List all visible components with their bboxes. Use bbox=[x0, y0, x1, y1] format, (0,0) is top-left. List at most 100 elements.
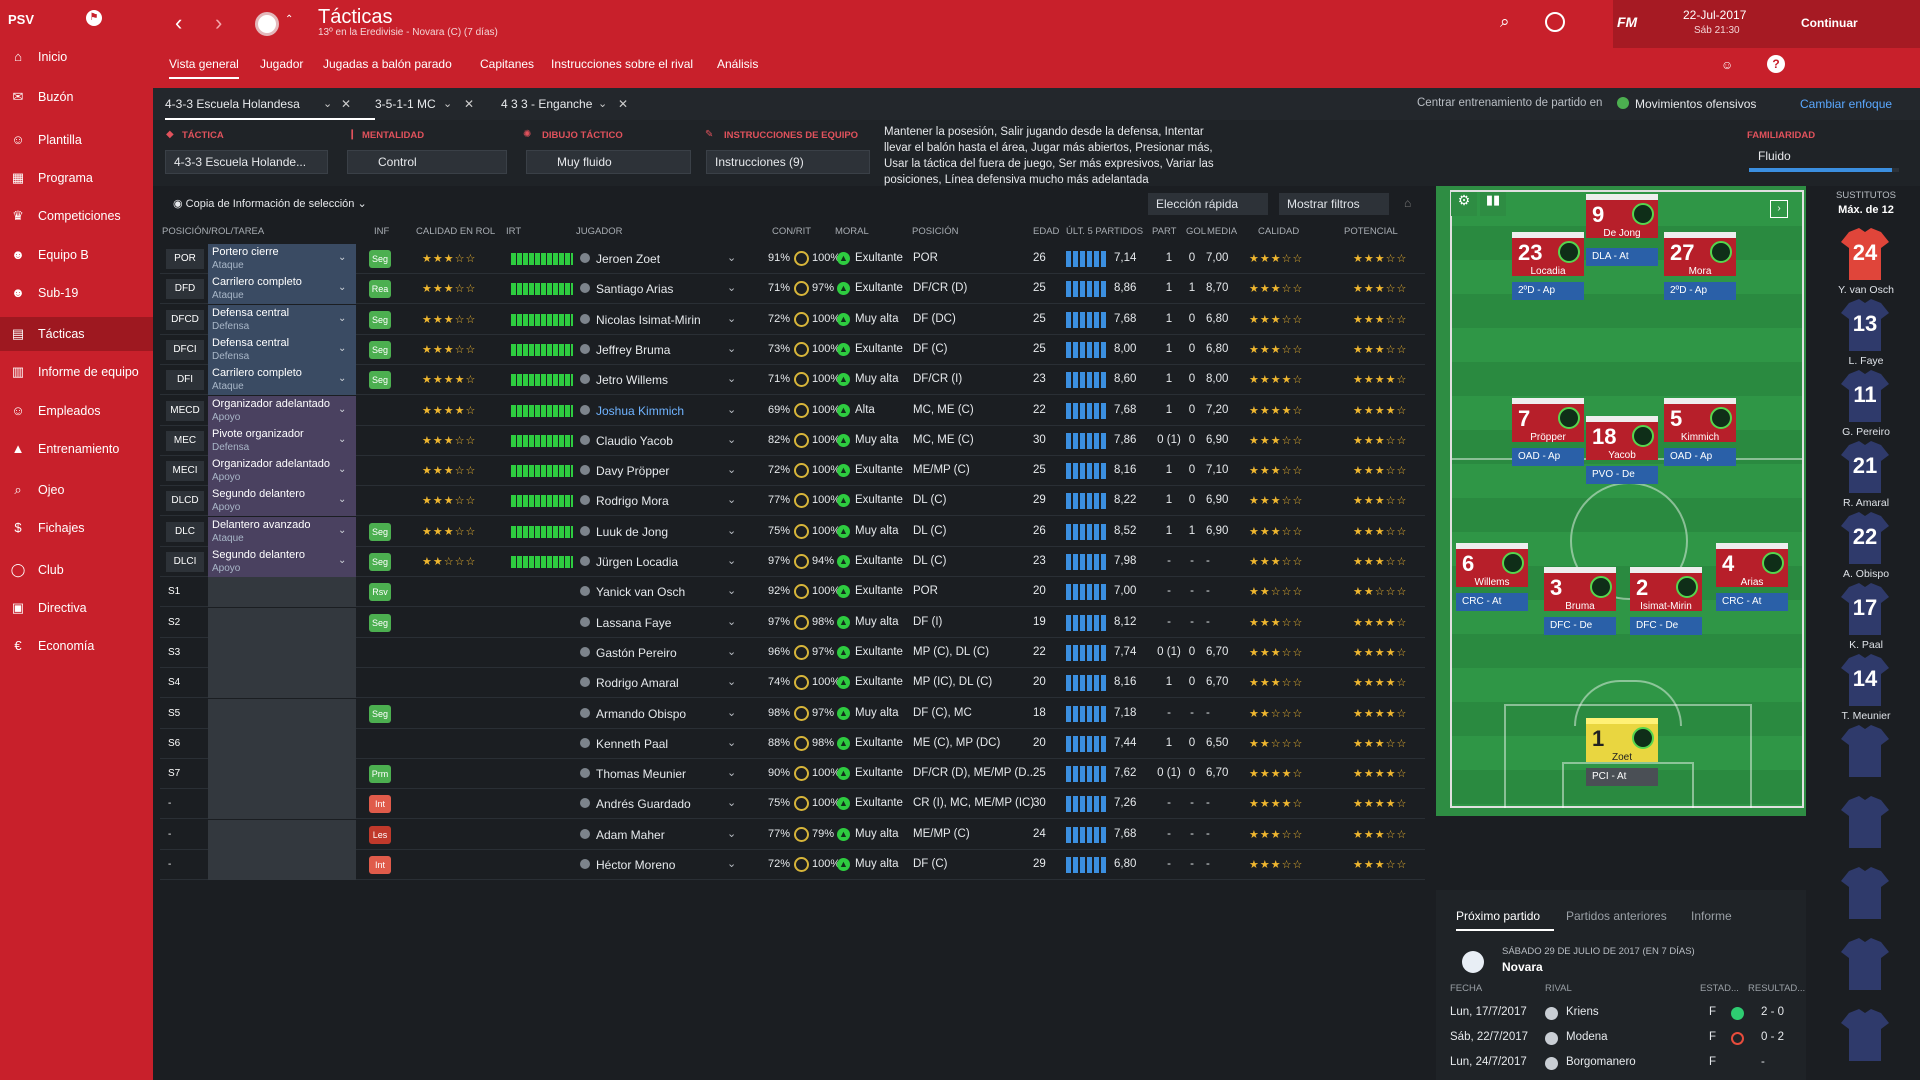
sub-name[interactable]: L. Faye bbox=[1848, 355, 1884, 367]
nav-tab-2[interactable]: Jugadas a balón parado bbox=[323, 57, 452, 71]
sidebar-item-competiciones[interactable]: ♛ Competiciones bbox=[0, 199, 153, 233]
player-info-icon[interactable] bbox=[580, 556, 590, 566]
player-name[interactable]: Gastón Pereiro bbox=[596, 645, 677, 660]
player-name[interactable]: Jetro Willems bbox=[596, 373, 669, 388]
role-chevron-icon[interactable]: ⌄ bbox=[338, 373, 347, 385]
show-filters-dropdown[interactable]: Mostrar filtros bbox=[1279, 193, 1389, 215]
player-name[interactable]: Adam Maher bbox=[596, 827, 665, 842]
column-header[interactable]: CALIDAD bbox=[1258, 226, 1300, 237]
sub-name[interactable]: A. Obispo bbox=[1842, 568, 1890, 580]
role-chevron-icon[interactable]: ⌄ bbox=[338, 312, 347, 324]
nav-tab-0[interactable]: Vista general bbox=[169, 57, 239, 79]
tab-report[interactable]: Informe bbox=[1691, 909, 1732, 923]
sub-shirt-icon[interactable]: 21 bbox=[1839, 439, 1891, 495]
club-name[interactable]: PSV bbox=[8, 12, 35, 27]
player-name[interactable]: Joshua Kimmich bbox=[596, 403, 685, 418]
player-name[interactable]: Rodrigo Amaral bbox=[596, 676, 679, 691]
club-crest-icon[interactable] bbox=[255, 12, 279, 36]
role-cell[interactable] bbox=[208, 607, 356, 638]
match-rival[interactable]: Modena bbox=[1566, 1031, 1608, 1043]
pitch-role-dropdown[interactable]: OAD - Ap bbox=[1664, 448, 1736, 466]
staff-icon[interactable]: ☺ bbox=[1721, 58, 1734, 72]
settings-gear-icon[interactable]: ⚙ bbox=[1451, 192, 1477, 216]
player-chevron-icon[interactable]: ⌄ bbox=[727, 494, 737, 507]
sub-shirt-icon[interactable] bbox=[1839, 723, 1891, 779]
flag-icon[interactable]: ⚑ bbox=[86, 10, 102, 26]
continue-button[interactable]: Continuar bbox=[1801, 16, 1858, 30]
table-row[interactable]: Organizador adelantado Apoyo ⌄ MECI ★★★☆☆ Dav… bbox=[160, 456, 1425, 487]
sidebar-item-directiva[interactable]: ▣ Directiva bbox=[0, 591, 153, 625]
role-cell[interactable] bbox=[208, 637, 356, 668]
pitch-player-card[interactable]: 5 Kimmich bbox=[1664, 398, 1736, 443]
pitch-role-dropdown[interactable]: 2ºD - Ap bbox=[1512, 282, 1584, 300]
role-cell[interactable] bbox=[208, 789, 356, 820]
nav-tab-3[interactable]: Capitanes bbox=[480, 57, 535, 71]
player-name[interactable]: Claudio Yacob bbox=[596, 433, 673, 448]
player-name[interactable]: Santiago Arias bbox=[596, 282, 674, 297]
role-chevron-icon[interactable]: ⌄ bbox=[338, 342, 347, 354]
role-chevron-icon[interactable]: ⌄ bbox=[338, 464, 347, 476]
player-chevron-icon[interactable]: ⌄ bbox=[727, 736, 737, 749]
player-info-icon[interactable] bbox=[580, 768, 590, 779]
sidebar-item-programa[interactable]: ▦ Programa bbox=[0, 161, 153, 195]
role-cell[interactable] bbox=[208, 698, 356, 729]
player-chevron-icon[interactable]: ⌄ bbox=[727, 585, 737, 598]
role-cell[interactable]: Defensa central Defensa ⌄ bbox=[208, 334, 356, 365]
player-name[interactable]: Andrés Guardado bbox=[596, 797, 691, 812]
pitch-player-card[interactable]: 27 Mora bbox=[1664, 232, 1736, 277]
tactica-dropdown[interactable]: 4-3-3 Escuela Holande... bbox=[165, 150, 328, 174]
match-row[interactable]: Lun, 24/7/2017 Borgomanero F - bbox=[1436, 1052, 1806, 1076]
mentalidad-dropdown[interactable]: Control bbox=[347, 150, 507, 174]
player-name[interactable]: Luuk de Jong bbox=[596, 524, 669, 539]
column-header[interactable]: POSICIÓN bbox=[912, 226, 959, 237]
player-name[interactable]: Jeroen Zoet bbox=[596, 252, 661, 266]
pitch-role-dropdown[interactable]: OAD - Ap bbox=[1512, 448, 1584, 466]
player-info-icon[interactable] bbox=[580, 374, 590, 385]
role-cell[interactable] bbox=[208, 577, 356, 608]
column-header[interactable]: POSICIÓN/ROL/TAREA bbox=[162, 226, 265, 237]
player-name[interactable]: Armando Obispo bbox=[596, 706, 687, 721]
player-chevron-icon[interactable]: ⌄ bbox=[727, 433, 737, 446]
pitch-role-dropdown[interactable]: DLA - At bbox=[1586, 248, 1658, 266]
pitch-player-card[interactable]: 6 Willems bbox=[1456, 543, 1528, 588]
sub-shirt-icon[interactable]: 17 bbox=[1839, 581, 1891, 637]
player-info-icon[interactable] bbox=[580, 586, 590, 597]
player-chevron-icon[interactable]: ⌄ bbox=[727, 555, 737, 567]
sidebar-item-entrenamiento[interactable]: ▲ Entrenamiento bbox=[0, 432, 153, 466]
pitch-role-dropdown[interactable]: CRC - At bbox=[1716, 593, 1788, 611]
quick-select-dropdown[interactable]: Elección rápida bbox=[1148, 193, 1268, 215]
tactic-tab-3-chevron-icon[interactable]: ⌄ bbox=[598, 98, 608, 110]
role-cell[interactable]: Organizador adelantado Apoyo ⌄ bbox=[208, 456, 356, 487]
match-row[interactable]: Lun, 17/7/2017 Kriens F 2 - 0 bbox=[1436, 1002, 1806, 1026]
player-chevron-icon[interactable]: ⌄ bbox=[727, 858, 737, 870]
role-cell[interactable] bbox=[208, 728, 356, 759]
table-row[interactable]: - Int Héctor Moreno ⌄ 72% 100% ▲ Muy alta DF (C)… bbox=[160, 850, 1425, 880]
nav-tab-1[interactable]: Jugador bbox=[260, 57, 304, 71]
role-cell[interactable]: Carrilero completo Ataque ⌄ bbox=[208, 274, 356, 305]
table-row[interactable]: S2 Seg Lassana Faye ⌄ 97% 98% ▲ Muy alta DF (I) 1… bbox=[160, 607, 1425, 638]
search-icon[interactable]: ⌕ bbox=[1500, 12, 1510, 31]
column-header[interactable]: CON/RIT bbox=[772, 226, 812, 237]
sidebar-item-ojeo[interactable]: ⌕ Ojeo bbox=[0, 473, 153, 507]
sidebar-item-plantilla[interactable]: ☺ Plantilla bbox=[0, 123, 153, 157]
table-row[interactable]: Segundo delantero Apoyo ⌄ DLCI Seg ★★☆☆☆ Jürge… bbox=[160, 547, 1425, 577]
role-cell[interactable]: Segundo delantero Apoyo ⌄ bbox=[208, 486, 356, 517]
column-header[interactable]: JUGADOR bbox=[576, 226, 623, 237]
pitch-role-dropdown[interactable]: DFC - De bbox=[1544, 617, 1616, 635]
player-chevron-icon[interactable]: ⌄ bbox=[727, 797, 737, 810]
column-header[interactable]: PART bbox=[1152, 226, 1177, 237]
fm-menu[interactable]: FM bbox=[1617, 14, 1638, 30]
game-date[interactable]: 22-Jul-2017 bbox=[1683, 8, 1747, 22]
player-chevron-icon[interactable]: ⌄ bbox=[727, 706, 737, 719]
role-cell[interactable]: Pivote organizador Defensa ⌄ bbox=[208, 425, 356, 456]
column-header[interactable]: CALIDAD EN ROL bbox=[416, 226, 496, 237]
player-name[interactable]: Yanick van Osch bbox=[596, 585, 686, 600]
sub-shirt-icon[interactable]: 14 bbox=[1839, 652, 1891, 708]
player-chevron-icon[interactable]: ⌄ bbox=[727, 403, 737, 416]
column-header[interactable]: POTENCIAL bbox=[1344, 226, 1398, 237]
role-cell[interactable] bbox=[208, 759, 356, 790]
tactic-tab-2[interactable]: 3-5-1-1 MC bbox=[375, 88, 485, 120]
sub-shirt-icon[interactable]: 22 bbox=[1839, 510, 1891, 566]
pitch-role-dropdown[interactable]: DFC - De bbox=[1630, 617, 1702, 635]
sub-shirt-icon[interactable] bbox=[1839, 936, 1891, 992]
